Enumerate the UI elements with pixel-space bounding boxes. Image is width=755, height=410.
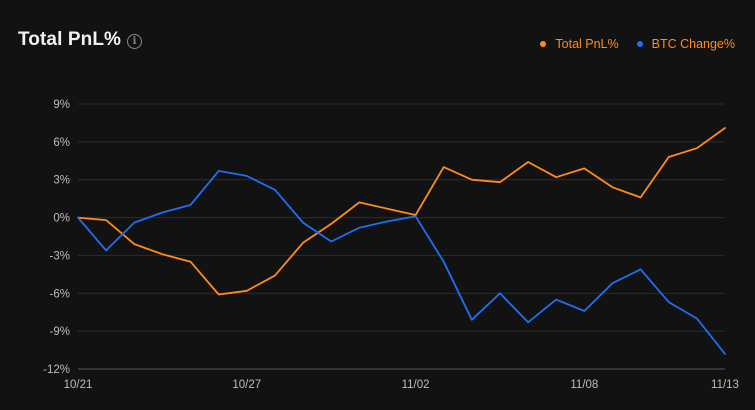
x-tick-label: 10/21 [64, 379, 93, 391]
y-tick-label: -3% [50, 250, 70, 262]
legend-dot-btc-change [636, 41, 643, 47]
info-icon[interactable]: i [127, 33, 143, 49]
y-tick-label: -9% [50, 326, 70, 338]
x-tick-label: 11/08 [570, 379, 598, 391]
y-tick-label: 6% [53, 137, 70, 149]
legend-dot-total-pnl [540, 41, 547, 47]
legend-label-total-pnl: Total PnL% [555, 37, 619, 51]
chart-title: Total PnL% [18, 29, 122, 50]
x-tick-label: 11/13 [711, 379, 739, 391]
chart-legend: Total PnL% BTC Change% [540, 37, 735, 51]
y-tick-label: -6% [50, 288, 70, 300]
series-line [77, 127, 726, 296]
y-tick-label: 0% [53, 213, 70, 225]
legend-item-btc-change[interactable]: BTC Change% [636, 37, 735, 51]
y-tick-label: 9% [53, 99, 70, 111]
legend-item-total-pnl[interactable]: Total PnL% [540, 37, 619, 51]
legend-label-btc-change: BTC Change% [651, 37, 735, 51]
x-tick-label: 10/27 [232, 379, 261, 391]
title-row: Total PnL% i [18, 29, 143, 51]
y-tick-label: -12% [43, 364, 70, 376]
y-tick-label: 3% [53, 175, 70, 187]
x-tick-label: 11/02 [402, 379, 430, 391]
series-line [77, 169, 726, 355]
